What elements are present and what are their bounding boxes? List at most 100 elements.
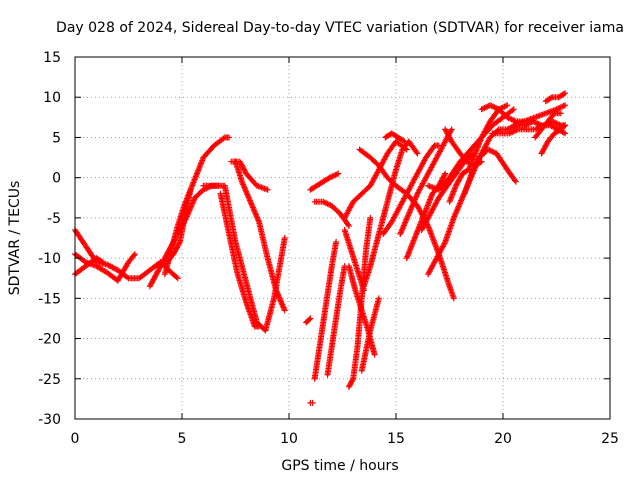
data-point <box>375 295 382 302</box>
series-arc-16 <box>311 239 340 382</box>
data-point <box>281 235 288 241</box>
data-point <box>281 307 288 314</box>
data-point <box>401 138 408 145</box>
data-point <box>450 295 457 302</box>
series-arc-21 <box>358 295 382 374</box>
data-marks <box>72 90 569 406</box>
series-arc-15 <box>307 399 316 406</box>
series-arc-17 <box>324 263 348 378</box>
y-tick-label: -5 <box>47 211 61 227</box>
x-tick-label: 25 <box>601 431 619 447</box>
data-point <box>187 186 194 193</box>
series-arc-07 <box>164 186 194 266</box>
data-point <box>174 275 181 282</box>
data-point <box>560 91 567 98</box>
data-point <box>220 135 227 142</box>
series-arc-13 <box>311 198 352 229</box>
series-arc-38 <box>532 110 564 141</box>
y-tick-label: -20 <box>38 332 61 348</box>
x-tick-label: 20 <box>494 431 512 447</box>
data-point <box>307 315 314 322</box>
y-tick-label: 0 <box>52 171 61 187</box>
axis-ticks <box>74 56 611 420</box>
plot-frame <box>74 56 611 420</box>
series-arc-12 <box>307 170 342 193</box>
data-point <box>176 240 183 247</box>
y-tick-label: -25 <box>38 372 61 388</box>
y-tick-label: -15 <box>38 291 61 307</box>
data-point <box>226 134 233 141</box>
grid-lines <box>75 57 610 419</box>
series-arc-08 <box>217 190 263 330</box>
x-tick-label: 0 <box>71 431 80 447</box>
series-arc-11 <box>232 158 288 314</box>
y-tick-labels: -30 -25 -20 -15 -10 -5 0 5 10 15 <box>38 50 61 428</box>
data-point <box>367 214 374 221</box>
series-arc-03 <box>72 255 106 278</box>
data-point <box>557 110 564 117</box>
data-point <box>131 251 138 258</box>
x-tick-label: 15 <box>387 431 405 447</box>
x-axis-label: GPS time / hours <box>281 458 398 474</box>
data-point <box>400 137 407 144</box>
data-point <box>414 150 421 157</box>
x-tick-labels: 0 5 10 15 20 25 <box>71 431 619 447</box>
series-arc-20 <box>345 214 374 390</box>
data-point <box>264 186 271 193</box>
data-point <box>306 316 313 323</box>
data-point <box>562 130 569 137</box>
series-arc-23 <box>360 138 421 290</box>
series-arc-39 <box>542 90 569 105</box>
series-arc-09 <box>200 182 288 334</box>
data-point <box>550 111 557 118</box>
data-point <box>335 170 342 177</box>
series-arc-14 <box>303 315 314 326</box>
series-arc-33 <box>418 150 477 233</box>
y-tick-label: 5 <box>52 130 61 146</box>
y-tick-label: 10 <box>43 90 61 106</box>
data-point <box>98 258 105 265</box>
data-point <box>547 95 554 102</box>
chart-title: Day 028 of 2024, Sidereal Day-to-day VTE… <box>56 20 624 36</box>
data-point <box>309 399 316 406</box>
data-point <box>333 239 340 246</box>
data-point <box>510 106 517 113</box>
data-point <box>441 171 448 178</box>
y-tick-label: -30 <box>38 412 61 428</box>
data-point <box>560 129 567 136</box>
data-point <box>509 107 516 114</box>
data-point <box>562 122 569 129</box>
data-point <box>470 150 477 157</box>
data-point <box>371 351 378 358</box>
data-point <box>173 274 180 281</box>
series-arc-40 <box>538 122 569 157</box>
data-point <box>511 177 518 184</box>
data-point <box>448 126 455 133</box>
data-point <box>562 90 569 97</box>
data-point <box>478 158 485 165</box>
data-point <box>560 123 567 130</box>
data-point <box>512 178 519 185</box>
data-point <box>468 151 475 158</box>
x-tick-label: 10 <box>280 431 298 447</box>
series-arc-31 <box>446 102 511 205</box>
data-point <box>504 102 511 109</box>
data-point <box>130 252 137 259</box>
series-arc-02 <box>72 251 138 284</box>
y-tick-label: 15 <box>43 50 61 66</box>
data-point <box>349 377 356 384</box>
series-arc-26 <box>382 130 408 145</box>
data-point <box>345 222 352 229</box>
data-point <box>124 274 131 281</box>
y-tick-label: -10 <box>38 251 61 267</box>
x-tick-label: 5 <box>178 431 187 447</box>
data-point <box>442 170 449 177</box>
y-axis-label: SDTVAR / TECUs <box>7 181 23 296</box>
series-arc-25 <box>380 142 442 237</box>
data-point <box>344 221 351 228</box>
data-point <box>413 149 420 156</box>
data-point <box>99 259 106 266</box>
data-point <box>562 102 569 109</box>
series-arc-22 <box>341 138 410 221</box>
